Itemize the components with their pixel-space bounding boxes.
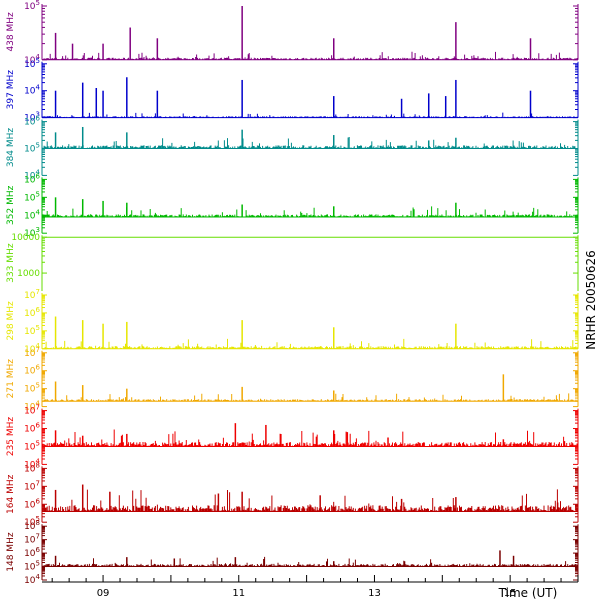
y-tick-label: 105 (24, 382, 40, 395)
y-tick-label: 107 (24, 479, 40, 492)
y-tick-label: 105 (24, 439, 40, 452)
y-tick-label: 104 (24, 573, 40, 586)
signal-trace (41, 338, 579, 349)
y-tick-label: 104 (24, 53, 40, 66)
signal-trace (41, 429, 579, 447)
panel-271-mhz: 104 105 106 107 271 MHz (6, 346, 579, 413)
y-tick-label: 106 (24, 546, 40, 559)
y-tick-label: 103 (24, 226, 40, 239)
y-tick-label: 106 (24, 422, 40, 435)
y-tick-label: 107 (24, 404, 40, 417)
y-tick-label: 103 (24, 111, 40, 124)
y-tick-label: 104 (24, 208, 40, 221)
x-axis: 09 11 13 15 (42, 575, 579, 599)
y-tick-label: 107 (24, 346, 40, 359)
panel-164-mhz: 105 106 107 108 164 MHz (6, 461, 579, 528)
x-tick-label: 11 (232, 588, 245, 599)
panel-352-mhz: 103 104 105 106 352 MHz (6, 172, 579, 239)
y-tick-label: 106 (24, 364, 40, 377)
signal-trace (41, 393, 579, 402)
x-tick-label: 13 (368, 588, 381, 599)
y-tick-label: 106 (24, 115, 40, 128)
y-tick-label: 104 (24, 168, 40, 181)
frequency-label: 164 MHz (6, 474, 16, 514)
panel-438-mhz: 104 105 438 MHz (6, 0, 579, 66)
y-tick-label: 106 (24, 306, 40, 319)
panel-298-mhz: 104 105 106 107 298 MHz (6, 288, 579, 355)
signal-trace (41, 489, 579, 512)
signal-trace (41, 206, 579, 218)
panel-235-mhz: 104 105 106 107 235 MHz (6, 404, 579, 470)
panel-397-mhz: 103 104 105 397 MHz (6, 57, 579, 124)
y-tick-label: 105 (24, 0, 40, 12)
y-tick-label: 107 (24, 288, 40, 301)
side-label: NRHR 20050626 (584, 250, 598, 350)
panel-384-mhz: 104 105 106 384 MHz (6, 115, 579, 181)
y-tick-label: 106 (24, 497, 40, 510)
y-tick-label: 1000 (17, 269, 40, 279)
frequency-label: 397 MHz (6, 70, 16, 110)
frequency-label: 352 MHz (6, 185, 16, 225)
y-tick-label: 105 (24, 190, 40, 203)
frequency-label: 298 MHz (6, 301, 16, 341)
y-tick-label: 105 (24, 560, 40, 573)
y-tick-label: 106 (24, 172, 40, 185)
y-tick-label: 104 (24, 342, 40, 355)
y-tick-label: 104 (24, 84, 40, 97)
y-tick-label: 105 (24, 57, 40, 70)
frequency-label: 333 MHz (6, 243, 16, 283)
signal-trace (41, 556, 578, 567)
signal-trace (41, 112, 579, 118)
y-tick-label: 108 (24, 461, 40, 474)
signal-trace (42, 51, 579, 60)
signal-trace (41, 137, 579, 149)
x-axis-label: Time (UT) (498, 586, 558, 600)
y-tick-label: 105 (24, 324, 40, 337)
frequency-label: 271 MHz (6, 359, 16, 399)
y-tick-label: 104 (24, 457, 40, 470)
x-tick-label: 09 (97, 588, 110, 599)
y-tick-label: 105 (24, 142, 40, 155)
frequency-label: 384 MHz (6, 128, 16, 168)
y-tick-label: 10000 (11, 233, 40, 243)
y-tick-label: 104 (24, 400, 40, 413)
y-tick-label: 105 (24, 515, 40, 528)
x-tick-label: 15 (504, 588, 517, 599)
frequency-label: 438 MHz (6, 12, 16, 52)
frequency-label: 235 MHz (6, 417, 16, 457)
y-tick-label: 108 (24, 519, 40, 532)
frequency-label: 148 MHz (6, 532, 16, 572)
y-tick-label: 107 (24, 533, 40, 546)
